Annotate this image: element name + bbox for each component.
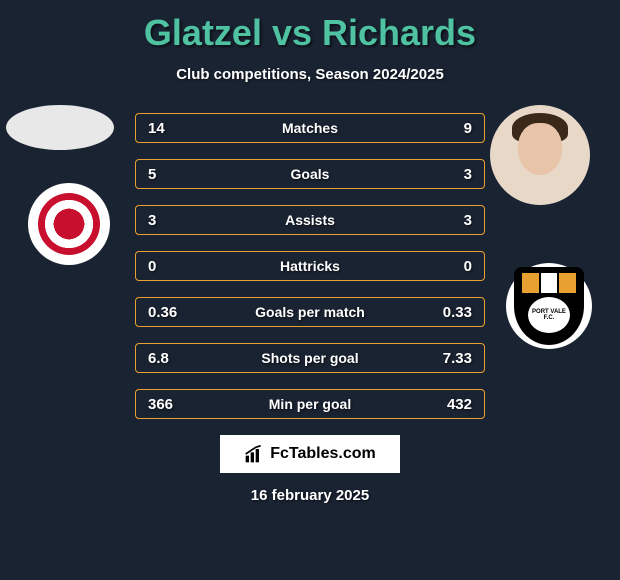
footer-brand-text: FcTables.com [270,445,376,463]
stat-label: Matches [216,120,404,136]
stat-label: Min per goal [216,396,404,412]
footer-date: 16 february 2025 [0,487,620,504]
stat-row-min-per-goal: 366 Min per goal 432 [135,389,485,419]
player-right-avatar [490,105,590,205]
player-left-club-badge [28,183,110,265]
stat-label: Goals per match [216,304,404,320]
chart-icon [244,444,264,464]
stat-left-value: 0 [136,258,216,275]
stat-right-value: 7.33 [404,350,484,367]
stat-row-goals-per-match: 0.36 Goals per match 0.33 [135,297,485,327]
stat-row-assists: 3 Assists 3 [135,205,485,235]
stat-left-value: 0.36 [136,304,216,321]
port-vale-badge-icon: PORT VALE F.C. [514,267,584,345]
stat-row-hattricks: 0 Hattricks 0 [135,251,485,281]
stat-right-value: 3 [404,212,484,229]
stat-right-value: 3 [404,166,484,183]
stat-left-value: 3 [136,212,216,229]
stat-right-value: 432 [404,396,484,413]
page-subtitle: Club competitions, Season 2024/2025 [0,66,620,83]
player-left-avatar [6,105,114,150]
stat-left-value: 6.8 [136,350,216,367]
stat-label: Goals [216,166,404,182]
swindon-badge-icon [38,193,100,255]
stat-row-matches: 14 Matches 9 [135,113,485,143]
stat-right-value: 0 [404,258,484,275]
stat-left-value: 14 [136,120,216,137]
stat-left-value: 366 [136,396,216,413]
stat-right-value: 9 [404,120,484,137]
stats-list: 14 Matches 9 5 Goals 3 3 Assists 3 0 Hat… [135,113,485,419]
stat-label: Hattricks [216,258,404,274]
stat-row-shots-per-goal: 6.8 Shots per goal 7.33 [135,343,485,373]
stat-left-value: 5 [136,166,216,183]
page-title: Glatzel vs Richards [0,0,620,54]
stat-label: Assists [216,212,404,228]
player-right-club-badge: PORT VALE F.C. [506,263,592,349]
stat-right-value: 0.33 [404,304,484,321]
stat-label: Shots per goal [216,350,404,366]
footer-brand[interactable]: FcTables.com [220,435,400,473]
avatar-face [518,123,562,175]
comparison-panel: PORT VALE F.C. 14 Matches 9 5 Goals 3 3 … [0,113,620,419]
stat-row-goals: 5 Goals 3 [135,159,485,189]
